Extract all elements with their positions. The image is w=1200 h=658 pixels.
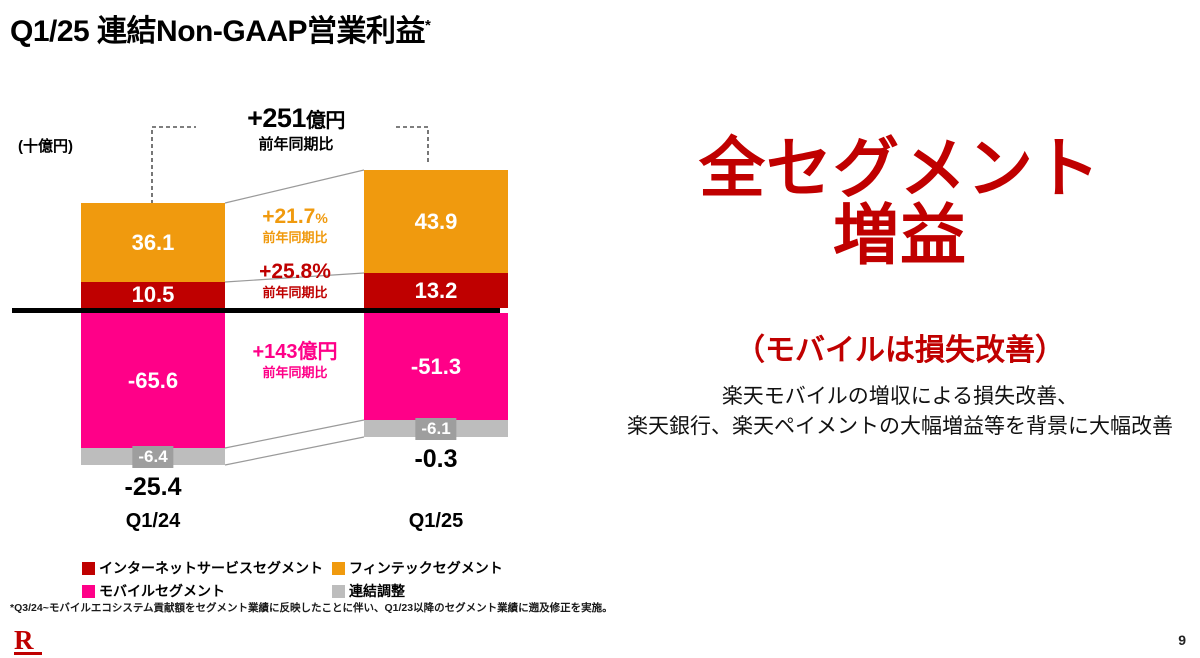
annotation-mobile-delta: +143億円 前年同期比	[230, 335, 360, 381]
legend-label-adjustment: 連結調整	[349, 583, 405, 599]
annotation-mobile-delta-value: +143億円	[230, 335, 360, 364]
page-title: Q1/25 連結Non-GAAP営業利益*	[10, 6, 431, 50]
annotation-total-delta-value: +251億円	[196, 103, 396, 134]
legend-item-mobile[interactable]: モバイルセグメント	[82, 581, 332, 601]
legend-item-internet[interactable]: インターネットサービスセグメント	[82, 558, 332, 578]
bar-label-q1-25-adjustment: -6.1	[415, 417, 457, 440]
right-panel-body: 楽天モバイルの増収による損失改善、 楽天銀行、楽天ペイメントの大幅増益等を背景に…	[600, 382, 1200, 443]
x-axis-label-q1-25: Q1/25	[408, 510, 464, 532]
annotation-mobile-delta-number: +143	[252, 341, 298, 363]
annotation-total-delta-number: +251	[247, 103, 306, 133]
page-title-text: Q1/25 連結Non-GAAP営業利益	[10, 15, 426, 48]
chart-legend: インターネットサービスセグメント フィンテックセグメント モバイルセグメント 連…	[82, 558, 522, 601]
annotation-total-delta: +251億円 前年同期比	[196, 103, 396, 154]
total-label-q1-25: -0.3	[414, 445, 458, 473]
bar-q1-24-fintech[interactable]: 36.1	[81, 203, 225, 282]
total-label-q1-24: -25.4	[124, 473, 182, 501]
legend-swatch-mobile	[82, 584, 95, 598]
bar-label-q1-25-fintech: 43.9	[414, 208, 458, 234]
right-panel-body-line1: 楽天モバイルの増収による損失改善、	[721, 385, 1079, 408]
right-panel-headline-line1: 全セグメント	[699, 131, 1101, 205]
right-panel-headline-line2: 増益	[833, 198, 967, 273]
right-panel-sub-headline: （モバイルは損失改善）	[735, 334, 1065, 367]
annotation-fintech-delta-value: +21.7%	[230, 205, 360, 229]
bar-label-q1-24-mobile: -65.6	[127, 367, 179, 393]
annotation-total-delta-sub: 前年同期比	[258, 136, 334, 153]
page-number: 9	[1178, 632, 1186, 648]
rakuten-logo-icon: R	[14, 625, 42, 655]
title-footnote-marker: *	[425, 17, 431, 34]
legend-swatch-fintech	[332, 561, 345, 575]
bar-label-q1-24-adjustment: -6.4	[132, 445, 174, 468]
annotation-fintech-delta-number: +21.7	[262, 205, 316, 228]
legend-label-internet: インターネットサービスセグメント	[99, 560, 323, 576]
right-panel: 全セグメント 増益 （モバイルは損失改善） 楽天モバイルの増収による損失改善、 …	[600, 0, 1200, 658]
annotation-internet-delta-sub: 前年同期比	[262, 285, 328, 300]
rakuten-logo-underline	[14, 652, 42, 655]
x-axis-label-q1-24: Q1/24	[125, 510, 181, 532]
right-panel-body-line2: 楽天銀行、楽天ペイメントの大幅増益等を背景に大幅改善	[627, 415, 1173, 439]
right-panel-headline: 全セグメント 増益	[600, 134, 1200, 273]
annotation-fintech-delta-sub: 前年同期比	[262, 230, 328, 245]
chart-unit-label: (十億円)	[18, 138, 73, 155]
rakuten-logo-letter: R	[14, 625, 34, 655]
legend-item-fintech[interactable]: フィンテックセグメント	[332, 558, 522, 578]
bar-q1-24-adjustment[interactable]: -6.4	[81, 445, 225, 468]
annotation-internet-delta-number: +25.8	[259, 260, 313, 283]
bar-q1-24-mobile[interactable]: -65.6	[81, 313, 225, 448]
bar-q1-25-adjustment[interactable]: -6.1	[364, 417, 508, 440]
legend-item-adjustment[interactable]: 連結調整	[332, 581, 522, 601]
annotation-mobile-delta-sub: 前年同期比	[262, 365, 328, 380]
footnote: *Q3/24~モバイルエコシステム貢献額をセグメント業績に反映したことに伴い、Q…	[10, 602, 613, 614]
annotation-mobile-delta-unit: 億円	[297, 341, 338, 363]
chart-waterfall: (十億円) +251億円 前年同期比 36.1	[0, 95, 600, 565]
bar-label-q1-24-fintech: 36.1	[131, 229, 175, 255]
annotation-fintech-delta: +21.7% 前年同期比	[230, 205, 360, 246]
bar-q1-25-mobile[interactable]: -51.3	[364, 313, 508, 420]
annotation-internet-delta-value: +25.8%	[230, 260, 360, 284]
legend-swatch-internet	[82, 561, 95, 575]
bar-label-q1-25-internet: 13.2	[414, 277, 458, 303]
bar-q1-25-internet[interactable]: 13.2	[364, 273, 508, 308]
annotation-fintech-delta-unit: %	[315, 210, 328, 226]
legend-label-mobile: モバイルセグメント	[99, 583, 225, 599]
bar-label-q1-24-internet: 10.5	[131, 282, 175, 307]
legend-label-fintech: フィンテックセグメント	[349, 560, 503, 576]
legend-swatch-adjustment	[332, 584, 345, 598]
bar-q1-25-fintech[interactable]: 43.9	[364, 170, 508, 273]
zero-axis-line	[12, 308, 500, 313]
annotation-total-delta-unit: 億円	[305, 110, 346, 132]
bar-q1-24-internet[interactable]: 10.5	[81, 282, 225, 308]
bar-label-q1-25-mobile: -51.3	[410, 353, 462, 379]
annotation-internet-delta-unit: %	[312, 260, 331, 283]
annotation-internet-delta: +25.8% 前年同期比	[230, 260, 360, 301]
